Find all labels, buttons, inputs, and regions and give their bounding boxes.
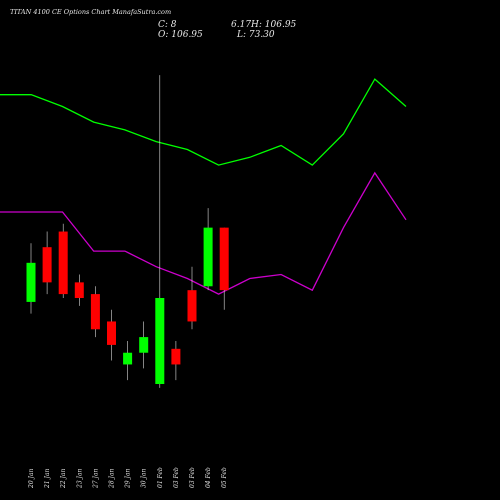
date-tick-label: 22 Jan <box>60 468 67 489</box>
upper-band-line <box>0 78 407 166</box>
candle-body <box>107 321 116 345</box>
high-label: 6.17H: 106.95 <box>231 20 297 30</box>
candle-body <box>90 294 100 330</box>
date-tick-label: 21 Jan <box>44 468 51 489</box>
candle-body <box>42 247 52 283</box>
candle-body <box>139 337 149 353</box>
close-label: C: 8 <box>158 20 177 30</box>
date-tick-label: 03 Feb <box>173 467 180 488</box>
date-tick-label: 03 Feb <box>189 467 196 488</box>
date-tick-label: 01 Feb <box>157 467 164 488</box>
date-tick-label: 23 Jan <box>76 468 83 489</box>
candle-body <box>171 348 181 365</box>
date-tick-label: 30 Jan <box>141 468 148 488</box>
date-tick-label: 04 Feb <box>205 467 212 488</box>
candle-body <box>187 290 197 322</box>
date-tick-label: 28 Jan <box>109 468 116 489</box>
date-tick-label: 20 Jan <box>28 468 35 489</box>
candle-body <box>58 231 68 295</box>
date-tick-label: 29 Jan <box>125 468 132 489</box>
candle-body <box>123 352 133 365</box>
lower-band-line <box>0 171 407 295</box>
candle-body <box>74 282 84 298</box>
candle-body <box>26 262 36 302</box>
open-label: O: 106.95 <box>158 30 203 40</box>
candle-body <box>219 227 229 291</box>
date-tick-label: 05 Feb <box>221 467 228 488</box>
chart-title: TITAN 4100 CE Options Chart ManafaSutra.… <box>10 8 171 16</box>
low-label: L: 73.30 <box>236 30 275 40</box>
date-tick-label: 27 Jan <box>92 468 99 489</box>
candle-body <box>155 298 165 384</box>
candle-body <box>203 227 213 287</box>
